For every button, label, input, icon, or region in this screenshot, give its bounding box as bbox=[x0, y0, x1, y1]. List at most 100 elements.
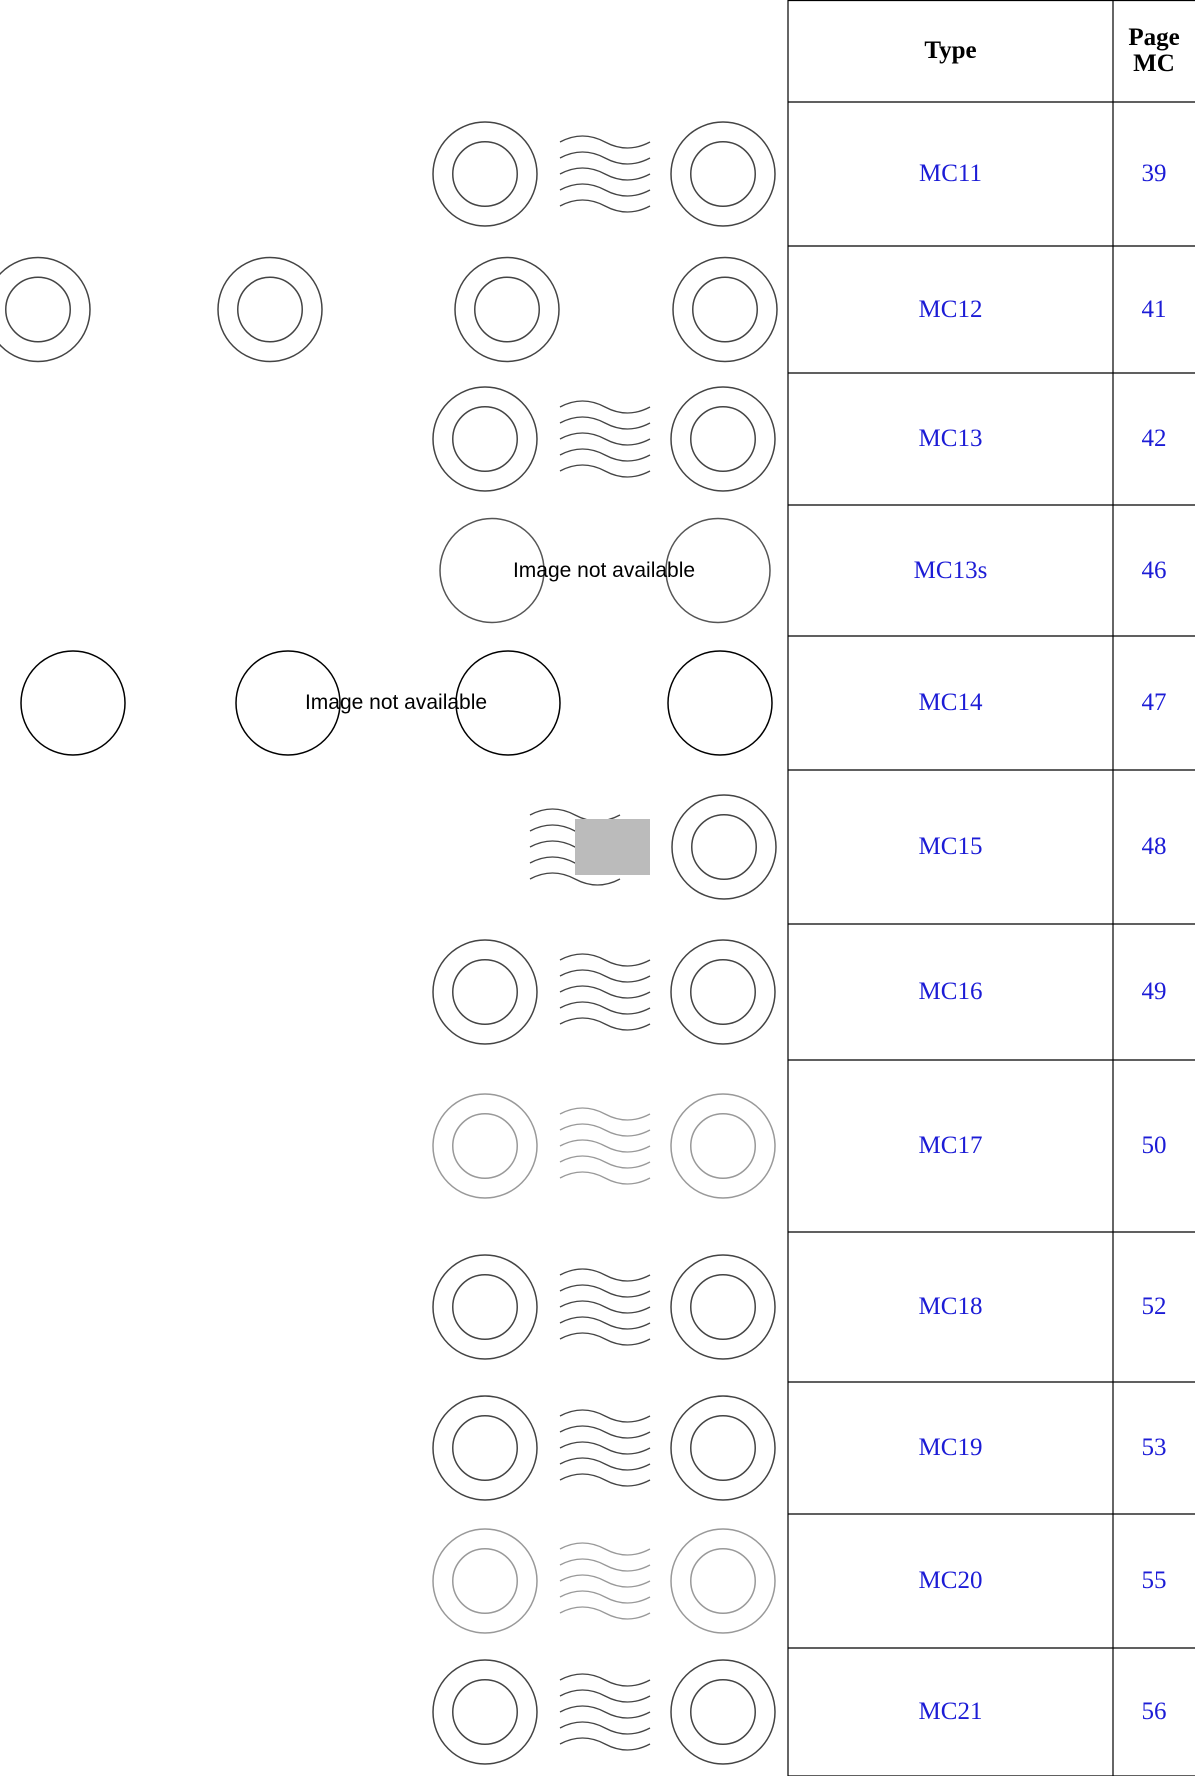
wavy-line bbox=[559, 1316, 651, 1330]
page-link[interactable]: 42 bbox=[1141, 425, 1167, 452]
type-link[interactable]: MC11 bbox=[919, 160, 982, 187]
wavy-line bbox=[559, 1332, 651, 1346]
wavy-line bbox=[559, 1001, 651, 1015]
page-link[interactable]: 55 bbox=[1141, 1567, 1167, 1594]
postmark-ring bbox=[452, 141, 518, 207]
wavy-line bbox=[559, 1123, 651, 1137]
wavy-line bbox=[559, 969, 651, 983]
postmark-ring bbox=[690, 1415, 756, 1481]
postmark-ring bbox=[455, 650, 561, 756]
postmark-ring bbox=[665, 517, 771, 624]
wavy-line bbox=[559, 464, 651, 478]
postmark-ring bbox=[5, 276, 71, 343]
wavy-line bbox=[559, 1425, 651, 1439]
wavy-line bbox=[559, 1441, 651, 1455]
postmark-ring bbox=[670, 1093, 776, 1199]
page-link[interactable]: 46 bbox=[1141, 556, 1167, 584]
page-link[interactable]: 56 bbox=[1141, 1698, 1167, 1725]
wavy-line bbox=[559, 400, 651, 414]
wavy-line bbox=[559, 1300, 651, 1314]
wavy-line bbox=[559, 1457, 651, 1471]
image-placeholder-text: Image not available bbox=[512, 558, 696, 582]
wavy-line bbox=[559, 953, 651, 967]
page-link[interactable]: 49 bbox=[1141, 978, 1167, 1005]
type-link[interactable]: MC17 bbox=[918, 1132, 983, 1159]
wavy-line bbox=[559, 1606, 651, 1620]
postmark-ring bbox=[692, 276, 758, 343]
type-link[interactable]: MC18 bbox=[918, 1293, 983, 1320]
wavy-line bbox=[559, 167, 651, 181]
type-link[interactable]: MC12 bbox=[918, 295, 983, 323]
wavy-line bbox=[559, 1673, 651, 1687]
postmark-ring bbox=[452, 1679, 518, 1745]
postmark-ring bbox=[235, 650, 341, 756]
wavy-line bbox=[559, 416, 651, 430]
image-placeholder-text: Image not available bbox=[304, 691, 488, 714]
wavy-line bbox=[559, 1473, 651, 1487]
postmark-ring bbox=[237, 276, 303, 343]
postmark-ring bbox=[20, 650, 126, 756]
wavy-line bbox=[559, 1590, 651, 1604]
page-link[interactable]: 53 bbox=[1141, 1434, 1167, 1461]
postmark-ring bbox=[691, 814, 757, 880]
wavy-line bbox=[559, 1737, 651, 1751]
postmark-ring bbox=[690, 1679, 756, 1745]
wavy-line bbox=[559, 985, 651, 999]
page-link[interactable]: 39 bbox=[1141, 160, 1167, 187]
wavy-line bbox=[559, 1017, 651, 1031]
wavy-line bbox=[559, 1689, 651, 1703]
postmark-ring bbox=[670, 386, 776, 492]
postmark-ring bbox=[432, 121, 538, 227]
page-link[interactable]: 41 bbox=[1141, 295, 1167, 323]
postmark-ring bbox=[452, 1274, 518, 1340]
postmark-ring bbox=[670, 939, 776, 1045]
page-link[interactable]: 50 bbox=[1141, 1132, 1167, 1159]
type-link[interactable]: MC14 bbox=[918, 689, 983, 716]
wavy-line bbox=[559, 1107, 651, 1121]
postmark-ring bbox=[432, 1659, 538, 1765]
postmark-ring bbox=[452, 1548, 518, 1614]
type-link[interactable]: MC15 bbox=[918, 833, 983, 860]
postmark-ring bbox=[670, 1659, 776, 1765]
type-link[interactable]: MC21 bbox=[918, 1698, 983, 1725]
page-link[interactable]: 52 bbox=[1141, 1293, 1167, 1320]
postmark-ring bbox=[432, 1395, 538, 1501]
postmark-ring bbox=[670, 121, 776, 227]
postmark-ring bbox=[432, 386, 538, 492]
type-link[interactable]: MC19 bbox=[918, 1434, 983, 1461]
type-link[interactable]: MC13s bbox=[913, 556, 988, 584]
postmark-ring bbox=[671, 794, 777, 900]
postmark-ring bbox=[432, 1254, 538, 1360]
wavy-line bbox=[559, 448, 651, 462]
postmark-ring bbox=[690, 1548, 756, 1614]
postmark-ring bbox=[432, 1093, 538, 1199]
postmark-ring bbox=[670, 1254, 776, 1360]
postmark-ring bbox=[690, 141, 756, 207]
postmark-ring bbox=[670, 1395, 776, 1501]
wavy-line bbox=[559, 1171, 651, 1185]
postmark-ring bbox=[667, 650, 773, 756]
postmark-ring bbox=[690, 1274, 756, 1340]
wavy-line bbox=[559, 135, 651, 149]
postmark-ring bbox=[672, 256, 778, 363]
wavy-line bbox=[529, 872, 621, 886]
type-link[interactable]: MC16 bbox=[918, 978, 983, 1005]
wavy-line bbox=[559, 1721, 651, 1735]
type-link[interactable]: MC20 bbox=[918, 1567, 983, 1594]
postmark-ring bbox=[439, 517, 545, 624]
postmark-ring bbox=[474, 276, 540, 343]
type-link[interactable]: MC13 bbox=[918, 425, 983, 452]
postmark-ring bbox=[690, 959, 756, 1025]
wavy-line bbox=[559, 1155, 651, 1169]
postmark-ring bbox=[0, 256, 91, 363]
page-link[interactable]: 48 bbox=[1141, 833, 1167, 860]
postmark-ring bbox=[452, 959, 518, 1025]
postmark-ring bbox=[452, 406, 518, 472]
wavy-line bbox=[559, 1268, 651, 1282]
postmark-ring bbox=[432, 939, 538, 1045]
page-link[interactable]: 47 bbox=[1141, 689, 1167, 716]
wavy-line bbox=[559, 1705, 651, 1719]
wavy-line bbox=[559, 1574, 651, 1588]
